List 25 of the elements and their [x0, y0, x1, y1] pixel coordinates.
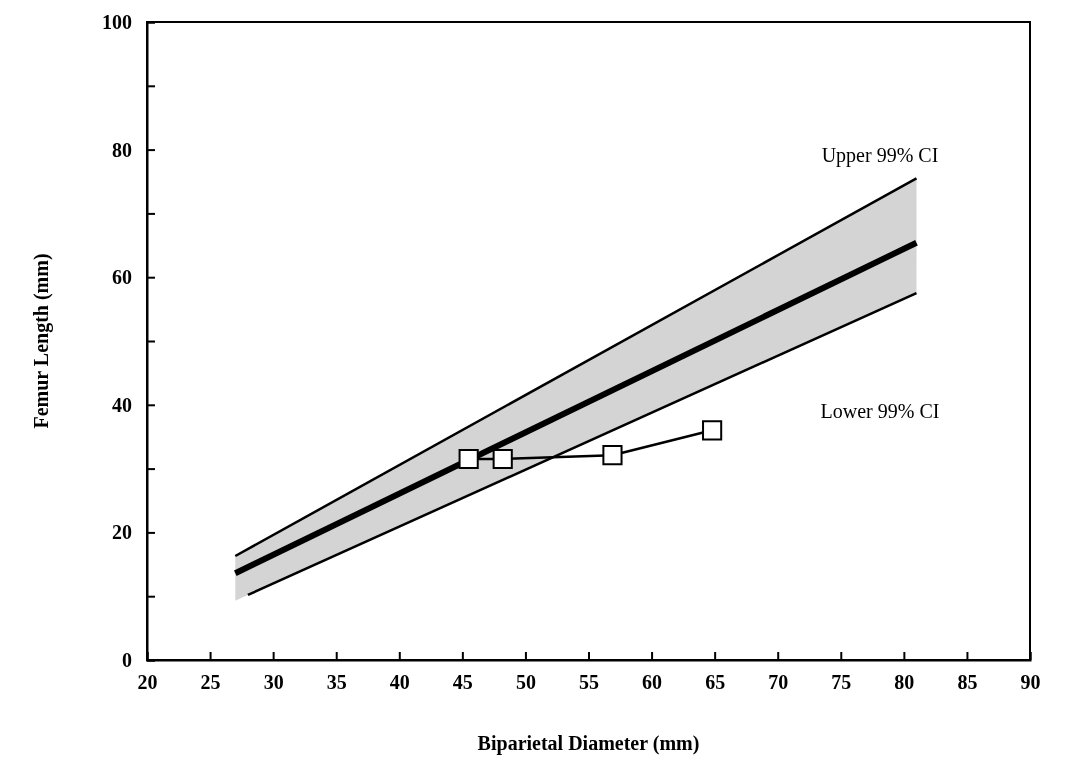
- x-tick-label: 25: [200, 671, 221, 693]
- x-tick-label: 65: [705, 671, 726, 693]
- x-tick-label: 50: [515, 671, 536, 693]
- x-tick-label: 85: [957, 671, 978, 693]
- x-tick-label: 60: [642, 671, 663, 693]
- annotation: Upper 99% CI: [821, 144, 939, 167]
- x-tick-label: 20: [137, 671, 158, 693]
- x-tick-label: 75: [831, 671, 852, 693]
- x-axis-title: Biparietal Diameter (mm): [477, 732, 700, 755]
- x-tick-label: 45: [452, 671, 473, 693]
- x-tick-label: 55: [579, 671, 599, 693]
- x-tick-label: 80: [894, 671, 915, 693]
- x-tick-label: 40: [389, 671, 410, 693]
- y-tick-label: 40: [112, 393, 132, 416]
- y-tick-label: 0: [122, 648, 132, 671]
- x-tick-label: 90: [1020, 671, 1041, 693]
- x-tick-label: 70: [768, 671, 789, 693]
- x-tick-label: 35: [326, 671, 347, 693]
- x-tick-label: 30: [263, 671, 284, 693]
- annotation: Lower 99% CI: [820, 400, 940, 422]
- y-axis-title: Femur Length (mm): [30, 253, 53, 429]
- y-tick-label: 100: [102, 10, 132, 33]
- y-tick-label: 60: [112, 266, 132, 289]
- y-tick-label: 20: [112, 521, 132, 544]
- y-tick-label: 80: [112, 138, 132, 161]
